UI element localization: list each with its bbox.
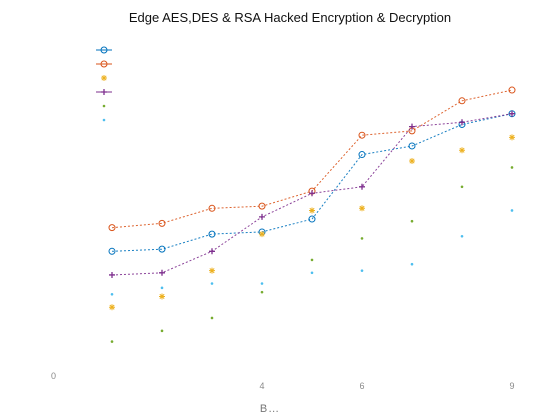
series-2-line xyxy=(111,89,513,229)
data-point xyxy=(158,219,166,227)
data-point xyxy=(109,271,115,278)
data-point xyxy=(358,151,366,159)
data-point xyxy=(408,142,416,150)
data-point xyxy=(410,262,414,266)
axis-ticks: 0 4 6 9 xyxy=(51,371,515,391)
series-4 xyxy=(109,110,515,278)
data-point xyxy=(359,205,365,212)
series-layer xyxy=(108,86,516,343)
data-point xyxy=(209,267,215,274)
x-tick-label: 4 xyxy=(259,381,264,391)
x-tick-label: 9 xyxy=(509,381,514,391)
data-point xyxy=(409,158,415,164)
legend-marker xyxy=(101,75,107,81)
data-point xyxy=(308,215,316,223)
data-point xyxy=(259,231,265,238)
data-point xyxy=(459,147,465,154)
x-axis-label: B… xyxy=(260,403,280,415)
data-point xyxy=(460,234,464,238)
legend-marker xyxy=(100,60,108,68)
legend-item-2 xyxy=(96,60,112,68)
data-point xyxy=(210,316,214,320)
data-point xyxy=(509,134,515,141)
data-point xyxy=(210,282,214,285)
chart-title: Edge AES,DES & RSA Hacked Encryption & D… xyxy=(129,10,451,25)
data-point xyxy=(259,213,265,220)
legend-item-3 xyxy=(101,75,107,81)
legend-item-4 xyxy=(96,89,112,95)
data-point xyxy=(108,224,116,232)
legend-item-6 xyxy=(102,118,106,122)
data-point xyxy=(360,269,364,272)
legend-marker xyxy=(100,46,108,54)
legend-marker xyxy=(102,104,106,108)
data-point xyxy=(160,286,164,290)
legend-item-5 xyxy=(102,104,106,108)
data-point xyxy=(208,230,216,238)
series-1 xyxy=(108,110,516,255)
legend-marker xyxy=(101,89,107,95)
data-point xyxy=(409,123,415,130)
data-point xyxy=(260,290,264,294)
data-point xyxy=(158,245,166,253)
data-point xyxy=(159,269,165,276)
y-tick-label: 0 xyxy=(51,371,56,381)
legend-item-1 xyxy=(96,46,112,54)
series-3 xyxy=(109,134,515,311)
data-point xyxy=(359,183,365,190)
data-point xyxy=(509,110,515,117)
data-point xyxy=(510,209,514,212)
data-point xyxy=(360,237,364,240)
data-point xyxy=(110,293,114,296)
legend xyxy=(96,46,112,122)
data-point xyxy=(160,329,164,333)
data-point xyxy=(310,271,314,275)
data-point xyxy=(309,190,315,197)
data-point xyxy=(458,97,466,105)
data-point xyxy=(258,202,266,210)
data-point xyxy=(358,131,366,139)
data-point xyxy=(510,166,514,169)
data-point xyxy=(459,119,465,126)
data-point xyxy=(410,219,414,223)
series-6 xyxy=(110,209,514,296)
data-point xyxy=(460,185,464,189)
data-point xyxy=(309,207,315,214)
data-point xyxy=(159,293,165,300)
data-point xyxy=(209,248,215,255)
series-1-line xyxy=(111,113,513,252)
series-5 xyxy=(110,166,514,343)
data-point xyxy=(110,340,114,343)
data-point xyxy=(108,247,116,255)
legend-marker xyxy=(102,118,106,122)
data-point xyxy=(260,282,264,285)
data-point xyxy=(310,258,314,262)
data-point xyxy=(208,204,216,212)
data-point xyxy=(109,304,115,311)
x-tick-label: 6 xyxy=(359,381,364,391)
data-point xyxy=(508,86,516,94)
